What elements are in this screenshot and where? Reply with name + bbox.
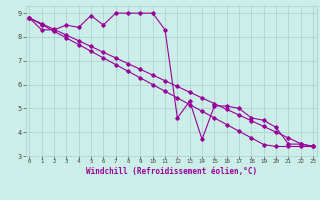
X-axis label: Windchill (Refroidissement éolien,°C): Windchill (Refroidissement éolien,°C) (86, 167, 257, 176)
